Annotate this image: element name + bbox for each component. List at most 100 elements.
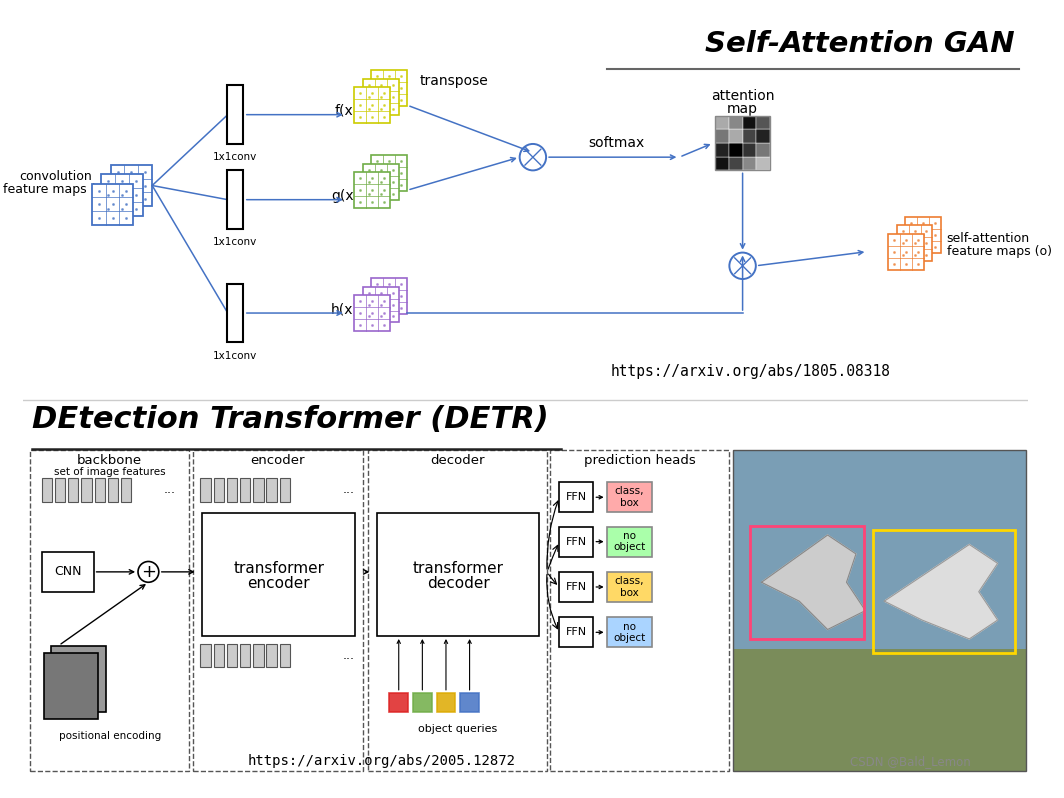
Bar — [436, 693, 455, 712]
Text: class,
box: class, box — [615, 487, 644, 508]
Bar — [743, 156, 757, 171]
Polygon shape — [762, 535, 865, 630]
Text: FFN: FFN — [566, 582, 587, 592]
Bar — [413, 693, 432, 712]
Bar — [280, 478, 290, 502]
Bar — [107, 478, 118, 502]
Bar — [214, 644, 225, 667]
Bar — [44, 653, 98, 719]
Bar — [227, 478, 237, 502]
Bar — [227, 644, 237, 667]
Bar — [560, 527, 594, 557]
Text: softmax: softmax — [588, 136, 644, 149]
Text: h(x): h(x) — [331, 302, 359, 316]
Bar — [897, 225, 932, 261]
Text: 1x1conv: 1x1conv — [213, 351, 257, 361]
Bar — [363, 164, 399, 200]
Bar — [371, 156, 408, 192]
Text: no
object: no object — [613, 622, 646, 643]
Bar — [41, 478, 52, 502]
Bar — [228, 171, 244, 229]
Text: https://arxiv.org/abs/2005.12872: https://arxiv.org/abs/2005.12872 — [248, 754, 516, 768]
Bar — [560, 482, 594, 512]
Text: FFN: FFN — [566, 627, 587, 638]
Text: 1x1conv: 1x1conv — [213, 152, 257, 163]
FancyBboxPatch shape — [550, 450, 729, 771]
Bar — [228, 284, 244, 342]
Text: 1x1conv: 1x1conv — [213, 238, 257, 247]
Bar — [606, 482, 652, 512]
Bar — [743, 143, 757, 156]
Bar — [354, 295, 390, 331]
Bar — [240, 644, 250, 667]
Text: FFN: FFN — [566, 536, 587, 547]
Bar — [606, 572, 652, 602]
Text: backbone: backbone — [77, 454, 143, 467]
Text: encoder: encoder — [251, 454, 305, 467]
Bar — [266, 478, 277, 502]
Text: class,
box: class, box — [615, 576, 644, 598]
Bar — [715, 116, 770, 171]
Bar — [214, 478, 225, 502]
Bar — [121, 478, 131, 502]
FancyBboxPatch shape — [367, 450, 547, 771]
Text: map: map — [727, 101, 758, 116]
Bar — [729, 156, 743, 171]
Bar — [733, 450, 1026, 649]
Text: f(x): f(x) — [335, 104, 359, 118]
Bar — [200, 478, 211, 502]
Text: encoder: encoder — [248, 575, 310, 591]
Text: feature maps (o): feature maps (o) — [947, 245, 1051, 258]
Polygon shape — [884, 544, 998, 639]
Text: no
object: no object — [613, 531, 646, 552]
Bar — [560, 617, 594, 647]
Text: FFN: FFN — [566, 492, 587, 502]
Bar — [606, 527, 652, 557]
Bar — [371, 70, 408, 106]
Bar — [750, 526, 864, 639]
Bar — [733, 649, 1026, 771]
Bar — [95, 478, 105, 502]
Text: set of image features: set of image features — [54, 467, 166, 477]
Text: ...: ... — [163, 483, 176, 496]
Bar — [389, 693, 409, 712]
Bar — [92, 184, 133, 225]
Bar — [363, 79, 399, 115]
Bar — [715, 143, 729, 156]
Bar — [757, 116, 770, 129]
FancyBboxPatch shape — [193, 450, 363, 771]
Text: DEtection Transformer (DETR): DEtection Transformer (DETR) — [32, 405, 549, 433]
Bar — [202, 513, 355, 636]
Text: decoder: decoder — [427, 575, 489, 591]
Bar — [371, 278, 408, 314]
Bar — [733, 450, 1026, 771]
Bar — [51, 646, 106, 712]
Text: https://arxiv.org/abs/1805.08318: https://arxiv.org/abs/1805.08318 — [610, 364, 891, 379]
Bar — [757, 143, 770, 156]
Text: positional encoding: positional encoding — [59, 731, 161, 741]
Bar — [81, 478, 92, 502]
Text: attention: attention — [711, 89, 775, 103]
Bar — [41, 552, 94, 591]
Text: convolution: convolution — [19, 169, 93, 183]
Text: CNN: CNN — [54, 565, 81, 579]
Bar — [460, 693, 479, 712]
Text: +: + — [140, 563, 156, 581]
Bar — [377, 513, 539, 636]
Bar — [888, 234, 924, 270]
Bar — [266, 644, 277, 667]
Bar — [872, 531, 1015, 653]
Text: transformer: transformer — [233, 560, 325, 575]
FancyBboxPatch shape — [30, 450, 189, 771]
Bar — [905, 217, 941, 253]
Bar — [715, 129, 729, 143]
Bar — [68, 478, 79, 502]
Bar — [757, 129, 770, 143]
Bar — [606, 617, 652, 647]
Text: transpose: transpose — [419, 73, 488, 88]
Text: g(x): g(x) — [331, 189, 359, 203]
Text: self-attention: self-attention — [947, 232, 1030, 245]
Text: CSDN @Bald_Lemon: CSDN @Bald_Lemon — [850, 756, 971, 768]
Bar — [729, 116, 743, 129]
Bar — [280, 644, 290, 667]
